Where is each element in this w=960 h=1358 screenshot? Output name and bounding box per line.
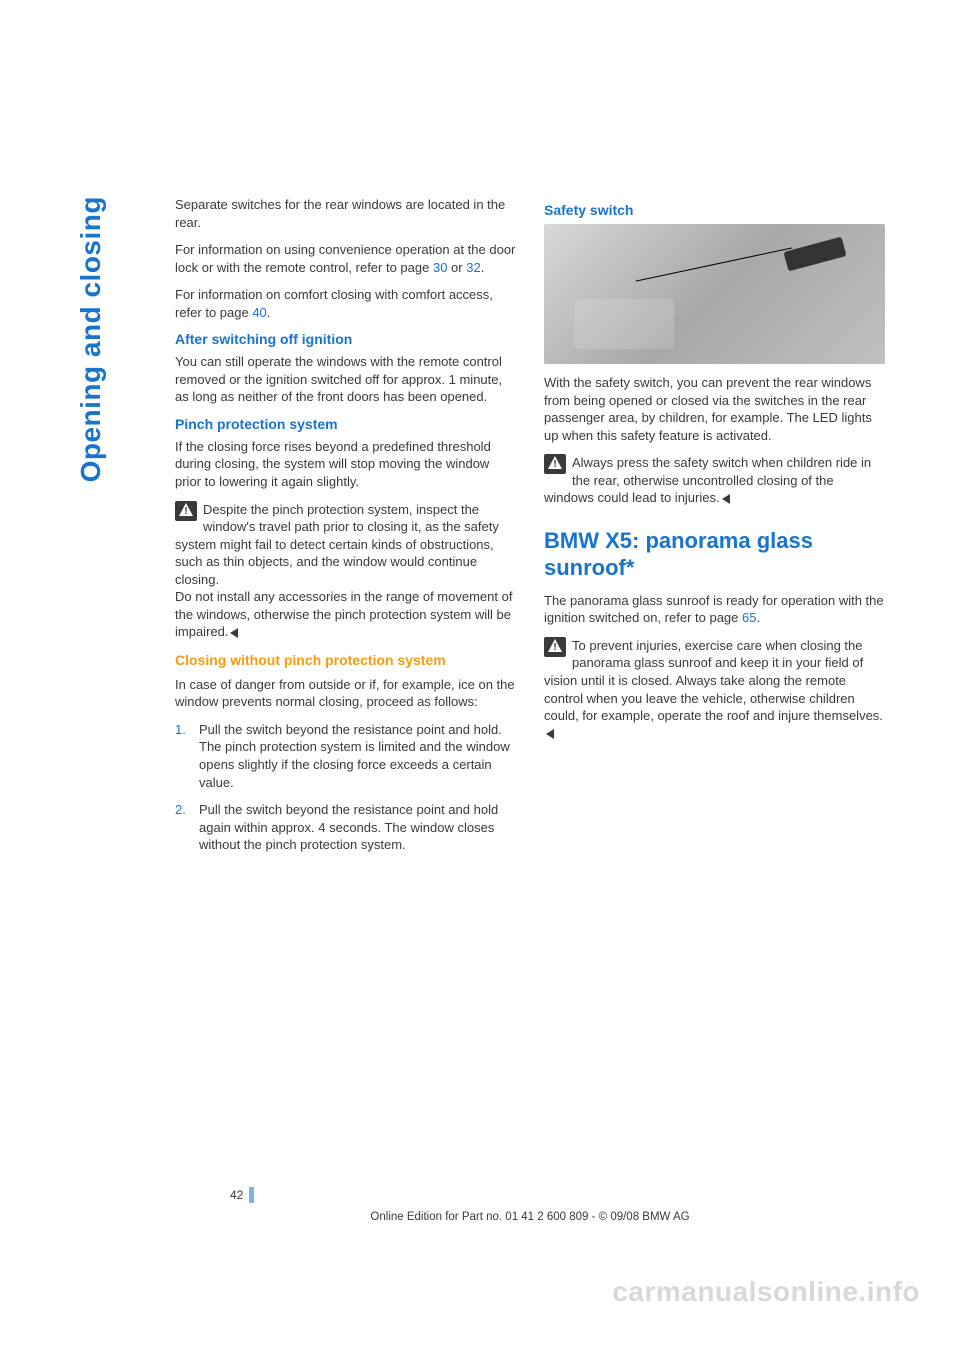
- warning-icon: [544, 637, 566, 657]
- page: Opening and closing Separate switches fo…: [0, 0, 960, 1358]
- heading-closing-without-pinch: Closing without pinch protection system: [175, 651, 516, 670]
- page-link[interactable]: 30: [433, 260, 447, 275]
- warning-block: To prevent injuries, exercise care when …: [544, 637, 885, 742]
- text-fragment: .: [267, 305, 271, 320]
- section-heading-sunroof: BMW X5: panorama glass sunroof*: [544, 527, 885, 582]
- warning-text: Do not install any accessories in the ra…: [175, 589, 512, 639]
- body-text: Separate switches for the rear windows a…: [175, 196, 516, 231]
- page-link[interactable]: 32: [466, 260, 480, 275]
- content-area: Separate switches for the rear windows a…: [175, 196, 885, 864]
- body-text: If the closing force rises beyond a pred…: [175, 438, 516, 491]
- page-link[interactable]: 40: [252, 305, 266, 320]
- page-marker: [249, 1187, 254, 1203]
- heading-safety-switch: Safety switch: [544, 202, 885, 218]
- body-text: You can still operate the windows with t…: [175, 353, 516, 406]
- text-fragment: The panorama glass sunroof is ready for …: [544, 593, 884, 626]
- body-text: The panorama glass sunroof is ready for …: [544, 592, 885, 627]
- page-number-block: 42: [230, 1187, 254, 1203]
- text-fragment: For information on comfort closing with …: [175, 287, 493, 320]
- list-item: Pull the switch beyond the resistance po…: [175, 721, 516, 791]
- body-text: With the safety switch, you can prevent …: [544, 374, 885, 444]
- text-fragment: .: [481, 260, 485, 275]
- body-text: For information on comfort closing with …: [175, 286, 516, 321]
- warning-block: Always press the safety switch when chil…: [544, 454, 885, 507]
- warning-text: Always press the safety switch when chil…: [544, 455, 871, 505]
- page-number: 42: [230, 1188, 243, 1202]
- warning-block: Despite the pinch protection system, ins…: [175, 501, 516, 641]
- end-marker-icon: [722, 494, 730, 504]
- watermark: carmanualsonline.info: [612, 1276, 920, 1308]
- list-item: Pull the switch beyond the resistance po…: [175, 801, 516, 854]
- warning-icon: [175, 501, 197, 521]
- heading-after-ignition: After switching off ignition: [175, 331, 516, 347]
- right-column: Safety switch With the safety switch, yo…: [544, 196, 885, 864]
- text-fragment: or: [447, 260, 466, 275]
- page-link[interactable]: 65: [742, 610, 756, 625]
- figure-pointer-line: [636, 247, 793, 281]
- safety-switch-figure: [544, 224, 885, 364]
- warning-icon: [544, 454, 566, 474]
- end-marker-icon: [230, 628, 238, 638]
- side-tab-label: Opening and closing: [75, 196, 107, 482]
- text-fragment: .: [756, 610, 760, 625]
- heading-pinch-protection: Pinch protection system: [175, 416, 516, 432]
- warning-text: To prevent injuries, exercise care when …: [544, 638, 883, 723]
- body-text: In case of danger from outside or if, fo…: [175, 676, 516, 711]
- body-text: For information on using convenience ope…: [175, 241, 516, 276]
- left-column: Separate switches for the rear windows a…: [175, 196, 516, 864]
- ordered-list: Pull the switch beyond the resistance po…: [175, 721, 516, 854]
- warning-text: Despite the pinch protection system, ins…: [175, 502, 499, 587]
- end-marker-icon: [546, 729, 554, 739]
- footer-text: Online Edition for Part no. 01 41 2 600 …: [0, 1211, 885, 1223]
